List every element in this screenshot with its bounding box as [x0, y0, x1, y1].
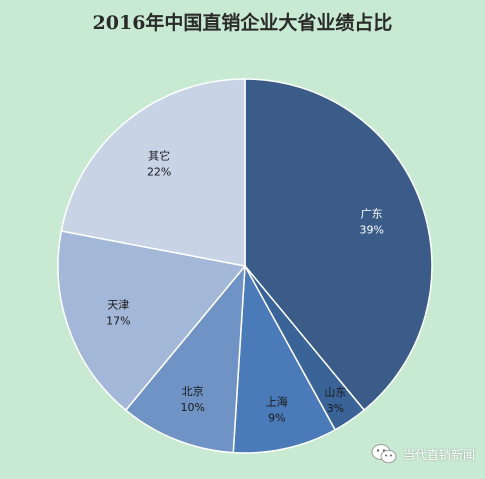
slice-label-name-0: 广东 [361, 207, 383, 220]
slice-label-value-3: 10% [180, 401, 204, 414]
slice-label-name-5: 其它 [148, 148, 170, 162]
slice-label-value-5: 22% [147, 165, 171, 178]
watermark-text: 当代直销新闻 [402, 447, 475, 462]
pie-slice-3 [124, 263, 246, 454]
slice-label-value-1: 3% [327, 402, 344, 415]
wechat-icon [371, 444, 397, 464]
slice-label-name-3: 北京 [182, 384, 204, 398]
slice-label-name-2: 上海 [266, 394, 288, 408]
slice-label-name-4: 天津 [107, 299, 129, 312]
pie-slice-0 [244, 78, 433, 412]
slice-label-value-0: 39% [359, 223, 383, 236]
watermark: 当代直销新闻 [371, 443, 475, 465]
pie-slice-5 [60, 78, 246, 267]
pie-slice-2 [232, 263, 337, 454]
pie-slice-4 [57, 230, 247, 412]
slice-label-value-2: 9% [268, 411, 285, 424]
slice-label-name-1: 山东 [324, 386, 346, 399]
chart-title: 2016年中国直销企业大省业绩占比 [92, 12, 393, 34]
slice-label-value-4: 17% [106, 315, 130, 328]
